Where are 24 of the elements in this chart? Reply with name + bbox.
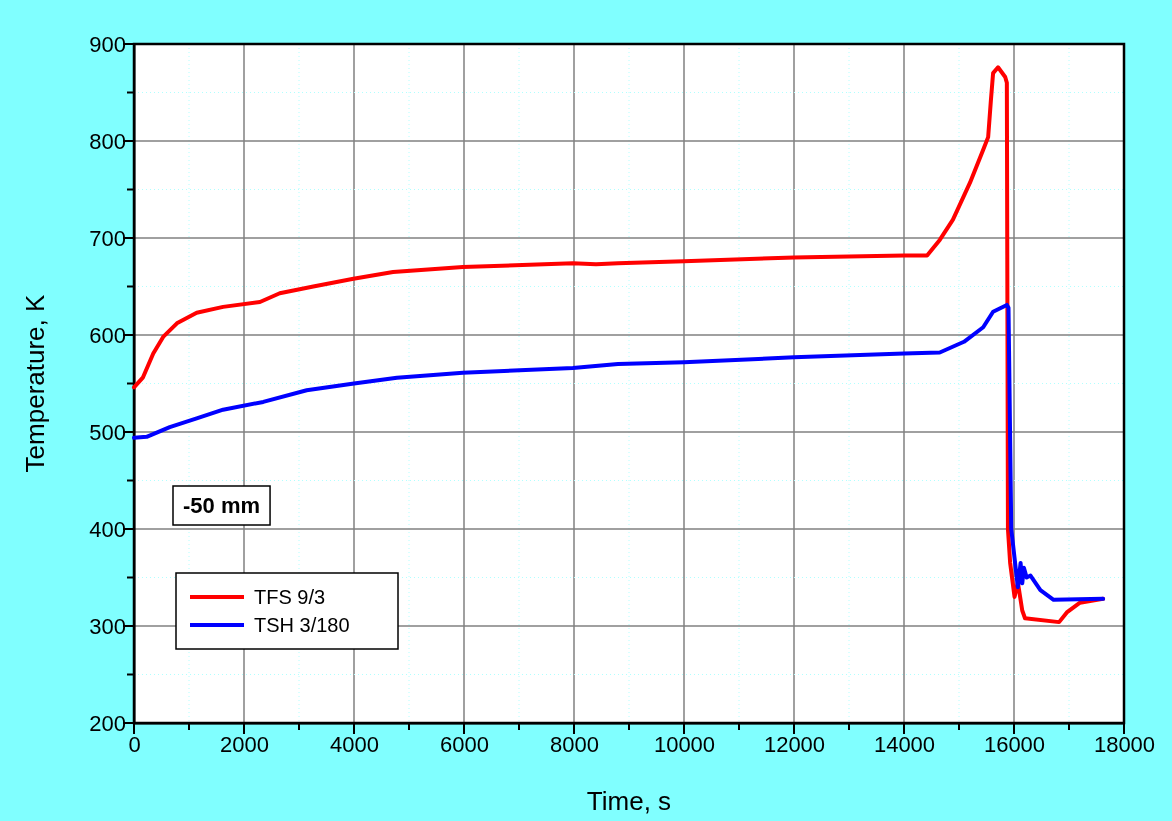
y-tick-label: 600 [89,322,126,348]
y-tick-label: 800 [89,128,126,154]
line-series [132,302,1106,602]
x-tick-label: 12000 [763,731,826,757]
x-tick-label: 8000 [550,731,599,757]
y-tick-label: 900 [89,31,126,57]
y-tick-label: 700 [89,225,126,251]
x-tick-label: 16000 [983,731,1046,757]
x-tick-label: 18000 [1093,731,1156,757]
x-axis-title: Time, s [586,786,672,816]
y-axis-title: Temperature, K [20,293,50,473]
x-tick-label: 2000 [220,731,269,757]
x-tick-label: 4000 [330,731,379,757]
x-tick-label: 0 [128,731,141,757]
y-tick-label: 300 [89,613,126,639]
annotation: -50 mm [183,493,261,518]
legend-label: TFS 9/3 [254,586,326,608]
legend-label: TSH 3/180 [254,614,350,636]
x-tick-label: 14000 [873,731,936,757]
x-tick-label: 6000 [440,731,489,757]
y-tick-label: 200 [89,710,126,736]
y-tick-label: 400 [89,516,126,542]
x-tick-label: 10000 [653,731,716,757]
y-tick-label: 500 [89,419,126,445]
